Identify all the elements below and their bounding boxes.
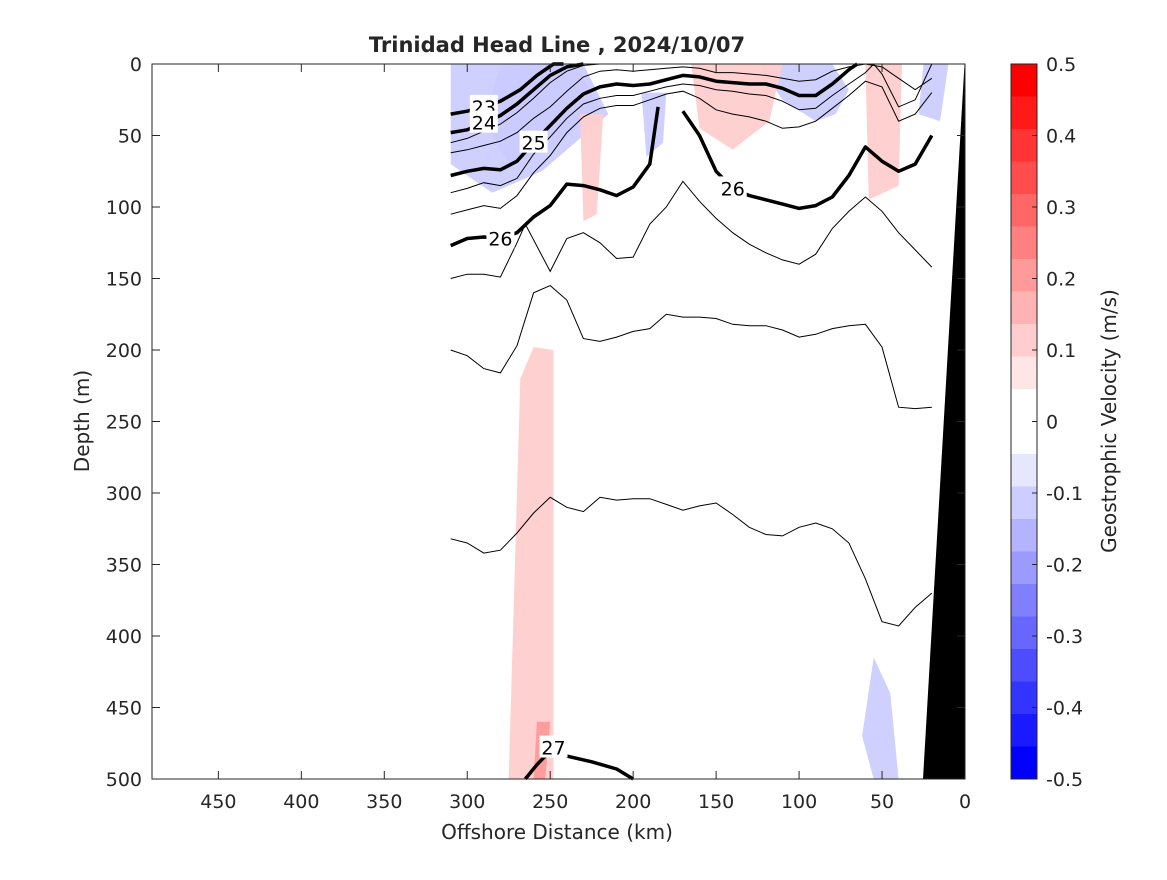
colorbar-swatch <box>1011 259 1037 292</box>
axes: 450 400 350 300 250 200 150 100 50 00501001502002… <box>106 54 971 813</box>
colorbar-swatch <box>1011 454 1037 487</box>
velocity-patch-7 <box>862 657 899 779</box>
x-tick-label: 0 <box>959 791 971 813</box>
y-tick-label: 100 <box>106 197 142 219</box>
contour-label-27: 27 <box>541 738 565 760</box>
isopycnal-25-2 <box>450 62 859 178</box>
colorbar-tick-label: 0.1 <box>1046 340 1076 362</box>
y-tick-label: 150 <box>106 269 142 291</box>
chart-title: Trinidad Head Line , 2024/10/07 <box>369 33 745 57</box>
colorbar-swatch <box>1011 226 1037 260</box>
colorbar-swatch <box>1011 486 1037 520</box>
contour-label-26: 26 <box>721 178 745 200</box>
contour-label-26: 26 <box>488 228 512 250</box>
colorbar-tick-label: -0.1 <box>1046 483 1083 505</box>
colorbar-swatch <box>1011 64 1037 97</box>
colorbar-label: Geostrophic Velocity (m/s) <box>1097 289 1121 553</box>
x-tick-label: 350 <box>366 791 402 813</box>
colorbar-swatch <box>1011 356 1037 390</box>
velocity-patch-9 <box>580 114 604 222</box>
y-tick-label: 500 <box>106 769 142 791</box>
colorbar-swatch <box>1011 421 1037 455</box>
y-tick-label: 0 <box>130 54 142 76</box>
x-tick-label: 450 <box>200 791 236 813</box>
colorbar-tick-label: -0.2 <box>1046 555 1083 577</box>
x-tick-label: 100 <box>781 791 817 813</box>
colorbar-tick-label: 0.5 <box>1046 54 1076 76</box>
colorbar-tick-label: 0 <box>1046 412 1058 434</box>
contour-label-25: 25 <box>522 133 546 155</box>
y-tick-label: 200 <box>106 340 142 362</box>
y-tick-label: 400 <box>106 626 142 648</box>
colorbar-swatch <box>1011 714 1037 747</box>
colorbar-tick-label: -0.5 <box>1046 769 1083 791</box>
colorbar-swatch <box>1011 616 1037 650</box>
axes-box <box>151 63 966 780</box>
contour-label-bg-5 <box>539 735 568 758</box>
x-tick-label: 400 <box>283 791 319 813</box>
colorbar-swatch <box>1011 649 1037 682</box>
y-tick-label: 450 <box>106 698 142 720</box>
colorbar: 0.5 0.4 0.3 0.2 0.1 0 -0.1 -0.2 -0.3 -0.4 -0.5 <box>1010 54 1083 791</box>
x-tick-label: 50 <box>870 791 894 813</box>
colorbar-swatch <box>1011 291 1037 325</box>
y-tick-label: 250 <box>106 412 142 434</box>
y-tick-label: 50 <box>118 126 142 148</box>
x-axis-label: Offshore Distance (km) <box>441 820 673 844</box>
velocity-patch-10 <box>865 64 902 200</box>
velocity-patch-6 <box>918 64 949 122</box>
colorbar-tick-label: 0.3 <box>1046 197 1076 219</box>
colorbar-swatch <box>1011 161 1037 195</box>
colorbar-swatch <box>1011 746 1037 780</box>
x-tick-label: 250 <box>532 791 568 813</box>
isopycnal-thin-5 <box>450 80 933 215</box>
colorbar-swatch <box>1011 324 1037 357</box>
colorbar-swatch <box>1011 519 1037 552</box>
y-axis-label: Depth (m) <box>70 370 94 472</box>
colorbar-swatch <box>1011 389 1037 422</box>
x-tick-label: 150 <box>698 791 734 813</box>
colorbar-swatch <box>1011 681 1037 715</box>
colorbar-swatch <box>1011 551 1037 585</box>
velocity-patch-11 <box>508 347 554 779</box>
contour-label-bg-3 <box>486 226 515 249</box>
colorbar-swatch <box>1011 194 1037 227</box>
colorbar-tick-label: 0.4 <box>1046 126 1076 148</box>
isopycnal-thin-4 <box>450 63 933 194</box>
contour-label-bg-2 <box>519 130 548 153</box>
colorbar-tick-label: -0.3 <box>1046 626 1083 648</box>
contour-label-bg-1 <box>469 110 498 133</box>
y-tick-label: 350 <box>106 555 142 577</box>
y-tick-label: 300 <box>106 483 142 505</box>
colorbar-tick-label: -0.4 <box>1046 698 1083 720</box>
isopycnal-thin-1 <box>450 285 932 410</box>
colorbar-swatch <box>1011 584 1037 617</box>
x-tick-label: 200 <box>615 791 651 813</box>
isopycnal-thin-0 <box>450 180 933 279</box>
isopycnal-thin-2 <box>450 496 933 627</box>
colorbar-tick-label: 0.2 <box>1046 269 1076 291</box>
colorbar-swatch <box>1011 96 1037 130</box>
colorbar-swatch <box>1011 129 1037 162</box>
x-tick-label: 300 <box>449 791 485 813</box>
contour-label-bg-4 <box>718 176 747 199</box>
contour-label-24: 24 <box>472 113 496 135</box>
